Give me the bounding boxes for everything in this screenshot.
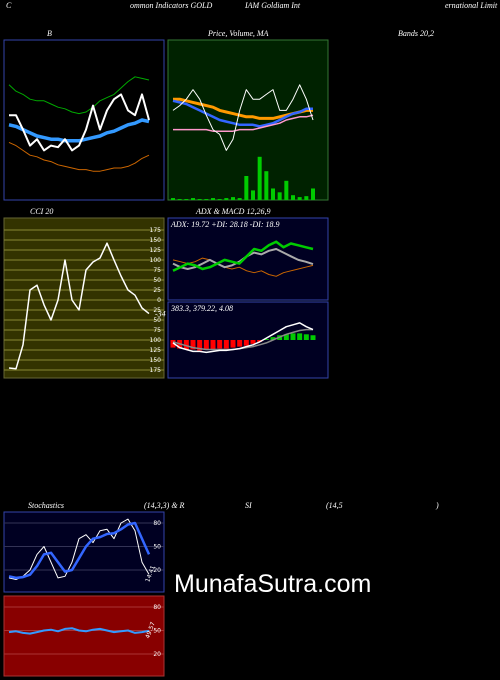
y-tick-label: 150 [150, 357, 162, 364]
series-line [172, 322, 314, 354]
series-line [8, 76, 150, 115]
stoch-label: (14,5 [326, 501, 343, 510]
histogram-bar [203, 340, 209, 350]
y-tick-label: 100 [150, 337, 162, 344]
volume-bar [257, 156, 262, 200]
histogram-bar [290, 333, 296, 340]
series-line [8, 118, 150, 143]
histogram-bar [250, 340, 256, 344]
histogram-bar [283, 334, 289, 340]
panel-title: Stochastics [28, 501, 64, 510]
histogram-bar [257, 340, 263, 342]
series-line [8, 521, 151, 580]
y-tick-label: 25 [153, 287, 161, 294]
y-tick-label: 80 [153, 520, 161, 527]
panel [3, 39, 165, 201]
panel-title: B [47, 29, 52, 38]
volume-bar [184, 199, 189, 200]
histogram-bar [243, 340, 249, 346]
histogram-bar [197, 340, 203, 351]
y-tick-label: 80 [153, 604, 161, 611]
series-line [172, 84, 314, 151]
y-tick-label: 50 [153, 277, 161, 284]
y-tick-label: 100 [150, 257, 162, 264]
series-line [8, 627, 150, 635]
volume-bar [197, 199, 202, 200]
panel [3, 595, 165, 677]
volume-bar [244, 176, 249, 200]
y-tick-label: 175 [150, 367, 162, 374]
series-line [173, 114, 314, 132]
y-tick-label: 175 [150, 227, 162, 234]
volume-bar [251, 190, 255, 200]
histogram-bar [217, 340, 223, 349]
y-tick-label: 50 [153, 628, 161, 635]
histogram-bar [223, 340, 229, 349]
y-tick-label: 20 [153, 567, 161, 574]
y-tick-label: 150 [150, 237, 162, 244]
volume-bar [237, 198, 242, 200]
series-line [8, 141, 150, 172]
panel [3, 217, 165, 379]
y-tick-label: 20 [153, 651, 161, 658]
histogram-bar [190, 340, 196, 350]
series-line [172, 240, 314, 272]
volume-bar [291, 195, 295, 200]
volume-bar [271, 188, 275, 200]
header-part: ernational Limit [445, 1, 498, 10]
bands-label: Bands 20,2 [398, 29, 434, 38]
header-part: ommon Indicators GOLD [130, 1, 212, 10]
y-tick-label: 125 [150, 347, 162, 354]
y-tick-label: 25 [153, 307, 161, 314]
series-line [8, 242, 150, 370]
value-label: -34 [155, 310, 166, 319]
histogram-bar [183, 340, 189, 350]
y-tick-label: 50 [153, 544, 161, 551]
volume-bar [171, 198, 175, 200]
series-line [172, 257, 314, 277]
y-tick-label: 75 [153, 267, 161, 274]
panel-title: CCI 20 [30, 207, 53, 216]
volume-bar [211, 198, 215, 200]
panel-legend: 383.3, 379.22, 4.08 [170, 304, 233, 313]
histogram-bar [230, 340, 236, 348]
volume-bar [231, 197, 235, 200]
y-tick-label: 125 [150, 247, 162, 254]
panel-legend: ADX: 19.72 +DI: 28.18 -DI: 18.9 [170, 220, 280, 229]
series-line [172, 99, 313, 128]
y-tick-label: 75 [153, 327, 161, 334]
histogram-bar [303, 334, 309, 340]
volume-bar [304, 196, 309, 200]
histogram-bar [270, 337, 276, 340]
histogram-bar [210, 340, 216, 350]
histogram-bar [310, 335, 316, 340]
volume-bar [284, 180, 289, 200]
volume-bar [297, 197, 302, 200]
panel-title: ADX & MACD 12,26,9 [195, 207, 270, 216]
stoch-label: (14,3,3) & R [144, 501, 185, 510]
volume-bar [224, 198, 229, 200]
histogram-bar [237, 340, 243, 347]
header-part: IAM Goldiam Int [244, 1, 301, 10]
volume-bar [177, 199, 182, 200]
stoch-label: ) [435, 501, 439, 510]
y-tick-label: 50 [153, 317, 161, 324]
series-line [8, 518, 150, 580]
header-part: C [6, 1, 12, 10]
volume-bar [277, 192, 282, 200]
panel-title: Price, Volume, MA [207, 29, 269, 38]
stoch-label: SI [245, 501, 252, 510]
volume-bar [204, 199, 209, 200]
panel [167, 217, 329, 301]
y-tick-label: 0 [157, 297, 161, 304]
volume-bar [217, 199, 222, 200]
series-line [9, 93, 150, 152]
histogram-bar [297, 333, 303, 340]
volume-bar [311, 188, 315, 200]
histogram-bar [263, 339, 269, 340]
volume-bar [191, 198, 195, 200]
volume-bar [264, 171, 269, 200]
watermark: MunafaSutra.com [174, 570, 371, 598]
